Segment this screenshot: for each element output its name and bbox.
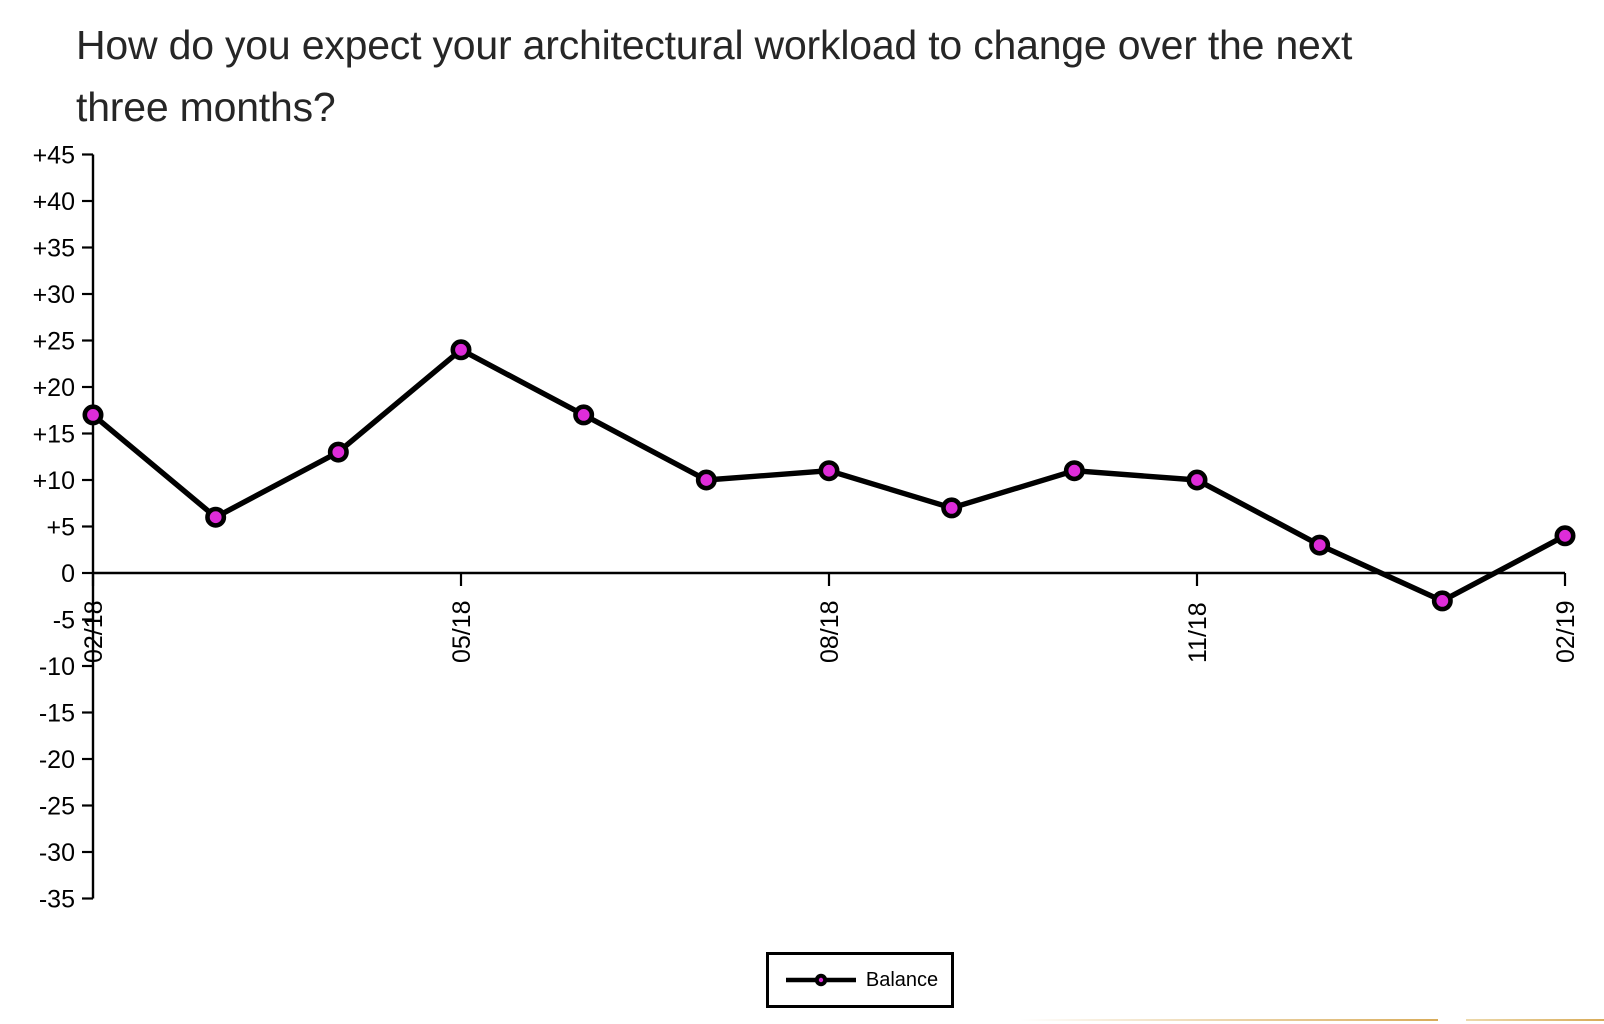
svg-text:02/18: 02/18 xyxy=(80,600,108,663)
legend-marker-icon xyxy=(785,973,856,987)
svg-text:+5: +5 xyxy=(46,514,75,542)
footer-accent-line xyxy=(1020,1019,1438,1021)
svg-text:05/18: 05/18 xyxy=(448,600,476,663)
svg-text:+35: +35 xyxy=(33,235,75,263)
svg-text:+40: +40 xyxy=(33,188,75,216)
chart-title: How do you expect your architectural wor… xyxy=(76,14,1516,138)
svg-text:02/19: 02/19 xyxy=(1552,600,1580,663)
chart-title-line-1: How do you expect your architectural wor… xyxy=(76,22,1353,68)
svg-text:08/18: 08/18 xyxy=(816,600,844,663)
svg-text:+25: +25 xyxy=(33,328,75,356)
svg-text:-35: -35 xyxy=(39,886,75,914)
svg-text:0: 0 xyxy=(61,560,75,588)
svg-text:-15: -15 xyxy=(39,700,75,728)
svg-text:-10: -10 xyxy=(39,653,75,681)
svg-text:-30: -30 xyxy=(39,839,75,867)
svg-text:+45: +45 xyxy=(33,142,75,170)
svg-text:+30: +30 xyxy=(33,281,75,309)
svg-text:+15: +15 xyxy=(33,421,75,449)
chart-title-line-2: three months? xyxy=(76,84,336,130)
svg-text:-25: -25 xyxy=(39,793,75,821)
svg-text:+10: +10 xyxy=(33,467,75,495)
svg-text:-5: -5 xyxy=(53,607,75,635)
footer-accent-line xyxy=(1466,1019,1604,1021)
svg-text:+20: +20 xyxy=(33,374,75,402)
legend-label: Balance xyxy=(865,968,939,991)
legend: Balance xyxy=(766,952,954,1008)
svg-text:11/18: 11/18 xyxy=(1184,602,1212,663)
svg-text:-20: -20 xyxy=(39,746,75,774)
